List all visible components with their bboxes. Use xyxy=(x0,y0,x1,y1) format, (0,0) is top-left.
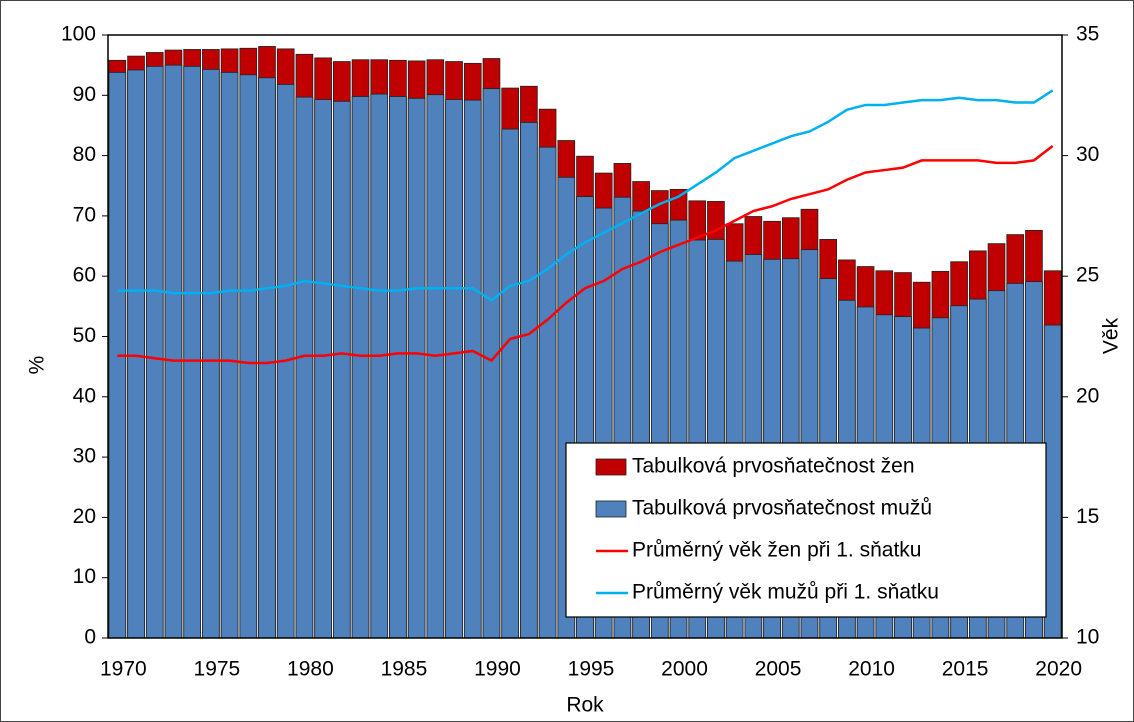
x-tick-label: 1980 xyxy=(287,658,334,681)
bar xyxy=(426,94,445,639)
y-tick-label: 10 xyxy=(73,565,96,588)
legend-box xyxy=(565,442,1047,618)
bar xyxy=(389,96,407,639)
x-axis-title: Rok xyxy=(566,694,604,717)
line xyxy=(117,89,1054,302)
bar xyxy=(520,122,538,639)
bar xyxy=(127,69,145,639)
y2-tick-label: 15 xyxy=(1076,505,1099,528)
y-tick-label: 40 xyxy=(73,384,96,407)
bar xyxy=(239,74,258,639)
y-tick-label: 60 xyxy=(73,264,96,287)
y2-tick-label: 20 xyxy=(1076,384,1099,407)
bar xyxy=(407,97,426,639)
y2-tick-label: 35 xyxy=(1076,23,1099,46)
y-tick-label: 0 xyxy=(84,626,96,649)
y-tick-label: 20 xyxy=(73,505,96,528)
y-tick-label: 30 xyxy=(73,445,96,468)
bar xyxy=(183,65,201,639)
x-tick-label: 1970 xyxy=(100,658,147,681)
y-tick-label: 80 xyxy=(73,143,96,166)
legend: Tabulková prvosňatečnost žen Tabulková pr… xyxy=(565,442,1047,618)
bar xyxy=(538,146,557,639)
y-tick-label: 70 xyxy=(73,203,96,226)
bar xyxy=(1043,324,1062,639)
line xyxy=(117,144,1054,365)
legend-label: Průměrný věk mužů při 1. sňatku xyxy=(632,581,939,604)
y2-tick-label: 10 xyxy=(1076,626,1099,649)
bar xyxy=(220,71,239,639)
bar xyxy=(370,93,389,639)
bar xyxy=(295,96,314,639)
y-tick-label: 100 xyxy=(61,23,96,46)
bar xyxy=(463,99,482,639)
x-tick-label: 2010 xyxy=(848,658,895,681)
bar xyxy=(501,128,519,639)
bar xyxy=(333,100,351,639)
y2-axis-title: Věk xyxy=(1100,317,1123,354)
x-tick-label: 1995 xyxy=(568,658,615,681)
y-axis-title: % xyxy=(26,356,49,375)
legend-label: Tabulková prvosňatečnost žen xyxy=(632,455,915,478)
bar xyxy=(258,77,276,639)
bar xyxy=(445,99,463,639)
legend-swatch xyxy=(595,500,627,518)
y2-tick-label: 30 xyxy=(1076,143,1099,166)
bar xyxy=(164,64,183,639)
y-tick-label: 50 xyxy=(73,324,96,347)
x-tick-label: 2015 xyxy=(942,658,989,681)
legend-label: Tabulková prvosňatečnost mužů xyxy=(632,497,932,520)
bar xyxy=(314,99,332,639)
legend-swatch xyxy=(595,458,627,476)
x-tick-label: 2020 xyxy=(1035,658,1082,681)
x-tick-label: 2000 xyxy=(661,658,708,681)
x-tick-label: 1975 xyxy=(194,658,241,681)
legend-label: Průměrný věk žen při 1. sňatku xyxy=(632,539,921,562)
bar xyxy=(145,65,164,639)
x-tick-label: 1985 xyxy=(381,658,428,681)
x-tick-label: 1990 xyxy=(474,658,521,681)
y2-tick-label: 25 xyxy=(1076,264,1099,287)
bar xyxy=(482,88,501,639)
bar xyxy=(202,68,220,639)
y-tick-label: 90 xyxy=(73,83,96,106)
x-tick-label: 2005 xyxy=(755,658,802,681)
bar xyxy=(351,96,370,639)
